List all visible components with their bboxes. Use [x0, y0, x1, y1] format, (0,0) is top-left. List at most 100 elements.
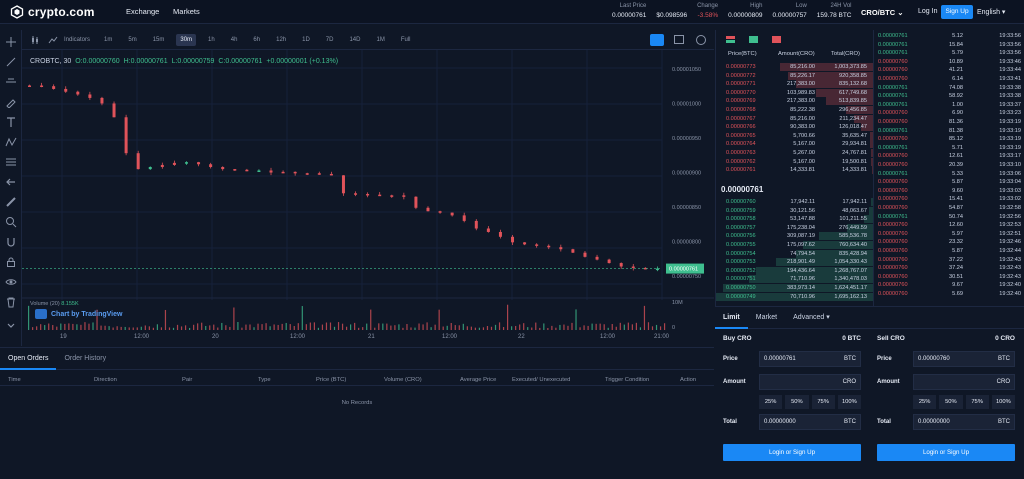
timeframe-4h[interactable]: 4h — [230, 36, 238, 43]
volume-bar — [184, 325, 187, 330]
buy-pct-100[interactable]: 100% — [837, 395, 861, 409]
timeframe-12h[interactable]: 12h — [276, 36, 287, 43]
zoom-icon[interactable] — [5, 216, 17, 228]
pattern-icon[interactable] — [5, 136, 17, 148]
sell-pct-25[interactable]: 25% — [913, 395, 937, 409]
book-row-asks[interactable]: 0.00000769 217,383.00 513,839.85 — [716, 97, 873, 106]
book-row-asks[interactable]: 0.00000762 5,167.00 19,500.81 — [716, 157, 873, 167]
crosshair-icon[interactable] — [5, 36, 17, 48]
timeframe-15m[interactable]: 15m — [152, 36, 165, 43]
eye-icon[interactable] — [5, 276, 17, 288]
tab-limit[interactable]: Limit — [715, 307, 748, 329]
book-row-bids[interactable]: 0.00000755 175,097.62 760,634.40 — [716, 241, 873, 250]
timeframe-1h[interactable]: 1h — [208, 36, 215, 43]
tab-advanced[interactable]: Advanced ▾ — [785, 307, 838, 329]
buy-pct-75[interactable]: 75% — [811, 395, 835, 409]
timeframe-14d[interactable]: 14D — [349, 36, 361, 43]
volume-bar — [627, 322, 629, 330]
book-row-asks[interactable]: 0.00000770 103,989.83 617,749.68 — [716, 88, 873, 98]
measure-icon[interactable] — [5, 156, 17, 168]
indicators-icon[interactable] — [48, 35, 58, 45]
sell-login-button[interactable]: Login or Sign Up — [877, 444, 1015, 461]
tab-market[interactable]: Market — [755, 313, 778, 321]
timeframe-7d[interactable]: 7D — [325, 36, 334, 43]
sell-pct-100[interactable]: 100% — [991, 395, 1015, 409]
book-bids-icon[interactable] — [749, 35, 758, 43]
book-row-asks[interactable]: 0.00000767 85,216.00 211,234.47 — [716, 114, 873, 124]
timeframe-1d[interactable]: 1D — [302, 36, 310, 43]
back-arrow-icon[interactable] — [5, 176, 17, 188]
magnet-icon[interactable] — [5, 236, 17, 248]
sell-price-input[interactable]: 0.00000760 BTC — [913, 351, 1015, 367]
timeframe-1m-month[interactable]: 1M — [376, 36, 385, 43]
sell-pct-50[interactable]: 50% — [939, 395, 963, 409]
book-row-bids[interactable]: 0.00000754 74,794.54 835,428.94 — [716, 249, 873, 259]
volume-bar — [362, 327, 364, 330]
book-row-bids[interactable]: 0.00000753 218,901.49 1,054,330.43 — [716, 258, 873, 267]
book-row-asks[interactable]: 0.00000765 5,700.66 35,635.47 — [716, 131, 873, 141]
indicators-button[interactable]: Indicators — [64, 36, 91, 43]
text-tool-icon[interactable] — [5, 116, 17, 128]
buy-price-input[interactable]: 0.00000761 BTC — [759, 351, 861, 367]
candle-type-icon[interactable] — [30, 35, 40, 45]
candle-body — [535, 244, 539, 246]
book-row-bids[interactable]: 0.00000760 17,942.11 17,942.11 — [716, 198, 873, 207]
book-row-asks[interactable]: 0.00000763 5,267.00 24,767.81 — [716, 149, 873, 158]
buy-percent-buttons: 25% 50% 75% 100% — [759, 395, 861, 409]
book-row-asks[interactable]: 0.00000768 85,222.38 296,456.85 — [716, 106, 873, 115]
tab-open-orders[interactable]: Open Orders — [0, 348, 57, 370]
book-row-asks[interactable]: 0.00000772 85,226.17 920,358.85 — [716, 71, 873, 81]
book-row-asks[interactable]: 0.00000766 90,383.00 126,018.47 — [716, 123, 873, 132]
login-link[interactable]: Log In — [918, 8, 938, 15]
sell-amount-input[interactable]: CRO — [913, 374, 1015, 390]
price-chart[interactable]: 0.00001050 0.00001000 0.00000950 0.00000900… — [22, 50, 714, 332]
book-row-bids[interactable]: 0.00000751 71,710.96 1,340,478.03 — [716, 275, 873, 284]
logo[interactable]: crypto.com — [10, 5, 110, 19]
lock-icon[interactable] — [5, 256, 17, 268]
timeframe-full[interactable]: Full — [400, 36, 411, 43]
book-row-asks[interactable]: 0.00000764 5,167.00 29,934.81 — [716, 140, 873, 149]
trash-icon[interactable] — [5, 296, 17, 308]
buy-pct-50[interactable]: 50% — [785, 395, 809, 409]
language-selector[interactable]: English ▾ — [977, 8, 1005, 16]
book-row-bids[interactable]: 0.00000757 175,238.04 276,449.59 — [716, 223, 873, 233]
trade-time: 19:32:56 — [999, 213, 1021, 220]
timeframe-6h[interactable]: 6h — [253, 36, 261, 43]
book-row-bids[interactable]: 0.00000749 70,710.96 1,695,162.13 — [716, 292, 873, 302]
signup-button[interactable]: Sign Up — [941, 5, 973, 19]
sell-total-input[interactable]: 0.00000000 BTC — [913, 414, 1015, 430]
book-row-bids[interactable]: 0.00000758 53,147.88 101,211.55 — [716, 215, 873, 224]
pair-selector[interactable]: CRO/BTC ⌄ — [861, 8, 904, 17]
buy-login-button[interactable]: Login or Sign Up — [723, 444, 861, 461]
book-asks-icon[interactable] — [772, 35, 781, 43]
nav-exchange[interactable]: Exchange — [126, 7, 160, 16]
book-both-icon[interactable] — [726, 35, 735, 43]
book-row-asks[interactable]: 0.00000773 85,216.00 1,003,373.85 — [716, 63, 873, 72]
book-amount: 175,238.04 — [787, 224, 815, 231]
book-row-bids[interactable]: 0.00000756 309,087.19 585,536.78 — [716, 232, 873, 241]
timeframe-30m[interactable]: 30m — [176, 33, 197, 46]
settings-icon[interactable] — [696, 34, 706, 45]
timeframe-5m[interactable]: 5m — [128, 36, 137, 43]
candlestick-view-icon[interactable] — [650, 33, 664, 46]
book-row-asks[interactable]: 0.00000771 217,383.00 835,132.68 — [716, 80, 873, 89]
ruler-icon[interactable] — [5, 196, 17, 208]
book-col-total: Total(CRO) — [831, 51, 860, 57]
horizontal-line-icon[interactable] — [5, 76, 17, 88]
timeframe-1m[interactable]: 1m — [104, 36, 113, 43]
book-row-bids[interactable]: 0.00000759 30,121.56 48,063.67 — [716, 206, 873, 216]
buy-amount-input[interactable]: CRO — [759, 374, 861, 390]
tab-order-history[interactable]: Order History — [64, 354, 107, 362]
sell-pct-75[interactable]: 75% — [965, 395, 989, 409]
chevron-down-icon[interactable] — [5, 320, 17, 332]
trendline-icon[interactable] — [5, 56, 17, 68]
nav-markets[interactable]: Markets — [173, 7, 200, 16]
buy-total-input[interactable]: 0.00000000 BTC — [759, 414, 861, 430]
tradingview-badge[interactable]: Chart by TradingView — [35, 309, 122, 319]
book-row-asks[interactable]: 0.00000761 14,333.81 14,333.81 — [716, 166, 873, 175]
book-row-bids[interactable]: 0.00000752 194,436.64 1,268,767.07 — [716, 266, 873, 276]
area-view-icon[interactable] — [674, 35, 684, 44]
book-row-bids[interactable]: 0.00000750 383,973.14 1,624,451.17 — [716, 284, 873, 293]
buy-pct-25[interactable]: 25% — [759, 395, 783, 409]
brush-icon[interactable] — [5, 96, 17, 108]
